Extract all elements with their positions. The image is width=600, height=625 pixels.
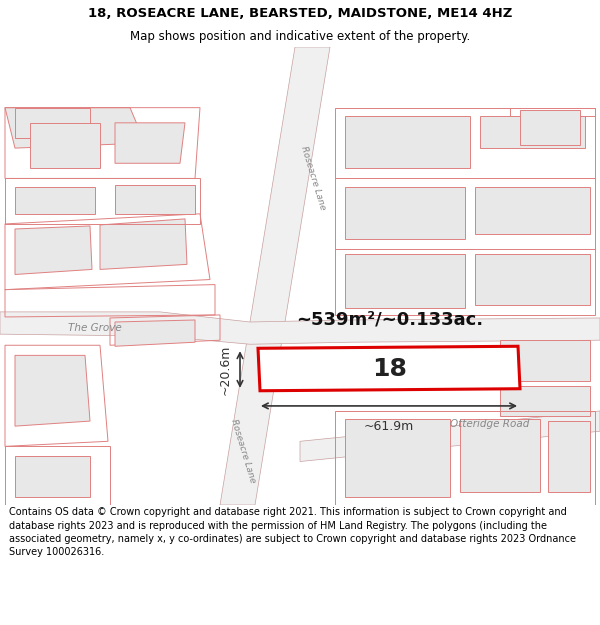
Polygon shape	[15, 356, 90, 426]
Polygon shape	[5, 107, 145, 148]
Polygon shape	[15, 226, 92, 274]
Polygon shape	[15, 107, 90, 138]
Polygon shape	[115, 320, 195, 346]
Polygon shape	[115, 184, 195, 214]
Text: Otteridge Road: Otteridge Road	[451, 419, 530, 429]
Polygon shape	[15, 456, 90, 497]
Text: 18: 18	[373, 356, 407, 381]
Polygon shape	[460, 419, 540, 492]
Polygon shape	[100, 219, 187, 269]
Polygon shape	[475, 254, 590, 305]
Polygon shape	[15, 186, 95, 214]
Text: Contains OS data © Crown copyright and database right 2021. This information is : Contains OS data © Crown copyright and d…	[9, 508, 576, 557]
Polygon shape	[345, 254, 465, 308]
Polygon shape	[30, 123, 100, 168]
Text: ~61.9m: ~61.9m	[364, 420, 414, 433]
Text: The Grove: The Grove	[68, 323, 122, 333]
Polygon shape	[0, 312, 600, 344]
Text: 18, ROSEACRE LANE, BEARSTED, MAIDSTONE, ME14 4HZ: 18, ROSEACRE LANE, BEARSTED, MAIDSTONE, …	[88, 7, 512, 19]
Text: Roseacre Lane: Roseacre Lane	[299, 146, 327, 211]
Polygon shape	[548, 421, 590, 492]
Polygon shape	[480, 116, 585, 148]
Polygon shape	[345, 419, 450, 497]
Text: ~539m²/~0.133ac.: ~539m²/~0.133ac.	[296, 311, 484, 329]
Polygon shape	[220, 47, 330, 505]
Polygon shape	[345, 116, 470, 168]
Polygon shape	[500, 340, 590, 381]
Polygon shape	[258, 346, 520, 391]
Text: Map shows position and indicative extent of the property.: Map shows position and indicative extent…	[130, 30, 470, 43]
Polygon shape	[300, 411, 600, 461]
Polygon shape	[115, 123, 185, 163]
Polygon shape	[345, 186, 465, 239]
Text: ~20.6m: ~20.6m	[219, 344, 232, 395]
Bar	[520, 109, 580, 145]
Polygon shape	[500, 386, 590, 416]
Text: Roseacre Lane: Roseacre Lane	[229, 418, 257, 484]
Polygon shape	[475, 186, 590, 234]
